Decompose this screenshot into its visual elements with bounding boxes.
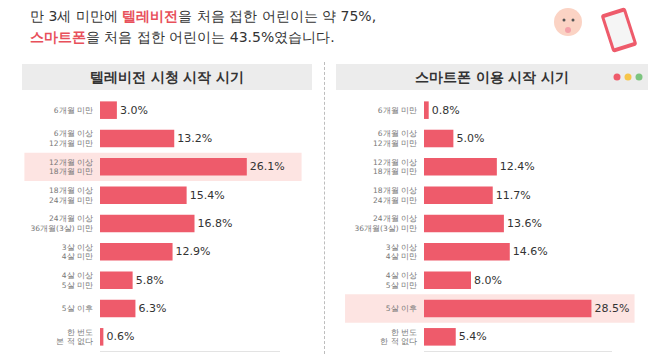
svg-text:6.3%: 6.3% <box>138 302 166 315</box>
svg-text:18개월 이상24개월 미만: 18개월 이상24개월 미만 <box>373 186 417 205</box>
html-text:텔레비전 시청 시작 시기: 텔레비전 시청 시작 시기 <box>89 69 245 85</box>
svg-text:5살 이후: 5살 이후 <box>62 304 93 313</box>
svg-text:24개월 이상36개월(3살) 미만: 24개월 이상36개월(3살) 미만 <box>30 214 93 233</box>
svg-text:15.4%: 15.4% <box>190 189 225 202</box>
svg-text:16.8%: 16.8% <box>198 217 233 230</box>
svg-text:5.0%: 5.0% <box>456 132 484 145</box>
svg-text:6개월 미만: 6개월 미만 <box>378 106 417 115</box>
svg-text:12.9%: 12.9% <box>176 245 211 258</box>
svg-text:4살 이상5살 미만: 4살 이상5살 미만 <box>386 271 417 290</box>
svg-text:0.6%: 0.6% <box>106 330 134 343</box>
svg-text:한 번도한 적 없다: 한 번도한 적 없다 <box>380 328 417 347</box>
svg-text:3.0%: 3.0% <box>120 104 148 117</box>
svg-text:8.0%: 8.0% <box>474 274 502 287</box>
svg-text:3살 이상4살 미만: 3살 이상4살 미만 <box>62 243 93 262</box>
svg-text:28.5%: 28.5% <box>594 302 629 315</box>
html-text:스마트폰을 처음 접한 어린이는 43.5%였습니다.: 스마트폰을 처음 접한 어린이는 43.5%였습니다. <box>30 29 335 45</box>
svg-text:24개월 이상36개월(3살) 미만: 24개월 이상36개월(3살) 미만 <box>354 214 417 233</box>
svg-text:0.8%: 0.8% <box>432 104 460 117</box>
svg-text:12.4%: 12.4% <box>500 160 535 173</box>
svg-text:5.8%: 5.8% <box>136 274 164 287</box>
svg-text:11.7%: 11.7% <box>496 189 531 202</box>
svg-text:18개월 이상24개월 미만: 18개월 이상24개월 미만 <box>49 186 93 205</box>
svg-text:26.1%: 26.1% <box>250 160 285 173</box>
svg-text:14.6%: 14.6% <box>513 245 548 258</box>
svg-text:13.6%: 13.6% <box>507 217 542 230</box>
svg-text:한 번도본 적 없다: 한 번도본 적 없다 <box>56 328 93 347</box>
svg-text:3살 이상4살 미만: 3살 이상4살 미만 <box>386 243 417 262</box>
html-text:스마트폰 이용 시작 시기: 스마트폰 이용 시작 시기 <box>414 69 570 85</box>
svg-text:5살 이후: 5살 이후 <box>386 304 417 313</box>
svg-text:6개월 미만: 6개월 미만 <box>54 106 93 115</box>
svg-text:6개월 이상12개월 미만: 6개월 이상12개월 미만 <box>373 129 417 148</box>
svg-text:5.4%: 5.4% <box>459 330 487 343</box>
svg-text:12개월 이상18개월 미만: 12개월 이상18개월 미만 <box>49 158 93 177</box>
html-text:만 3세 미만에텔레비전을 처음 접한 어린이는 약 75%: 만 3세 미만에텔레비전을 처음 접한 어린이는 약 75%, <box>30 8 377 24</box>
svg-text:4살 이상5살 미만: 4살 이상5살 미만 <box>62 271 93 290</box>
svg-text:13.2%: 13.2% <box>177 132 212 145</box>
svg-text:6개월 이상12개월 미만: 6개월 이상12개월 미만 <box>49 129 93 148</box>
svg-text:12개월 이상18개월 미만: 12개월 이상18개월 미만 <box>373 158 417 177</box>
